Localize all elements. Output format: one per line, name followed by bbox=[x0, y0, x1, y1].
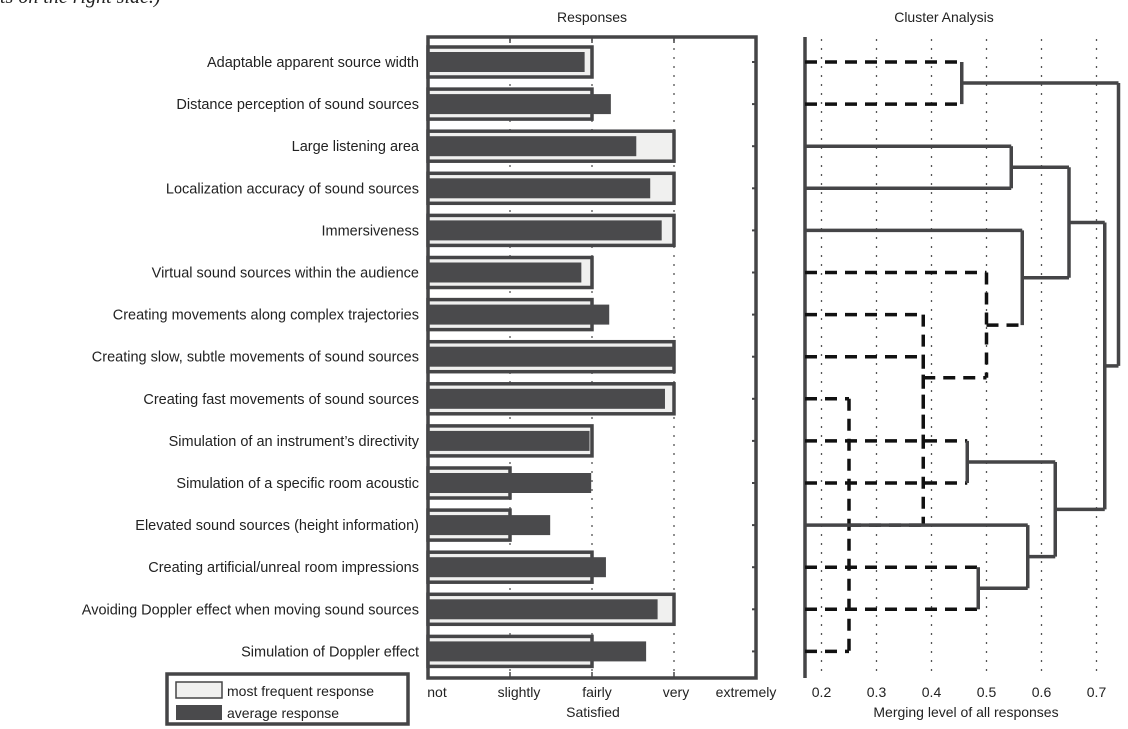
average-response-bar bbox=[428, 94, 611, 115]
average-response-bar bbox=[428, 304, 610, 325]
average-response-bar bbox=[428, 52, 585, 72]
average-response-bar bbox=[428, 515, 551, 536]
cluster-x-tick-label: 0.5 bbox=[977, 684, 997, 700]
category-label: Simulation of a specific room acoustic bbox=[176, 476, 419, 492]
category-label: Immersiveness bbox=[322, 223, 420, 239]
cluster-x-tick-label: 0.4 bbox=[922, 684, 942, 700]
top-text-fragment: ts on the right side.) bbox=[0, 0, 161, 9]
responses-x-tick-label: slightly bbox=[498, 684, 541, 700]
category-label: Creating slow, subtle movements of sound… bbox=[92, 350, 419, 366]
category-label: Virtual sound sources within the audienc… bbox=[152, 266, 419, 282]
cluster-analysis-chart: Cluster Analysis 0.2 0.3 0.4 0.5 0.6 0.7 Mergin… bbox=[803, 9, 1121, 720]
cluster-x-tick-label: 0.6 bbox=[1032, 684, 1052, 700]
average-response-bar bbox=[428, 557, 606, 578]
category-label: Simulation of an instrument’s directivit… bbox=[169, 434, 420, 450]
responses-chart: Responses Adaptable apparent source width… bbox=[82, 9, 777, 720]
cluster-x-tick-label: 0.3 bbox=[867, 684, 887, 700]
category-label: Distance perception of sound sources bbox=[176, 97, 419, 113]
responses-x-axis-label: Satisfied bbox=[566, 704, 620, 720]
cluster-x-tick-label: 0.7 bbox=[1087, 684, 1107, 700]
average-response-bar bbox=[428, 346, 674, 367]
legend-label-most-frequent: most frequent response bbox=[227, 683, 374, 699]
cluster-x-axis-label: Merging level of all responses bbox=[873, 704, 1058, 720]
responses-x-tick-label: not bbox=[427, 684, 447, 700]
cluster-title: Cluster Analysis bbox=[894, 9, 994, 25]
category-label: Elevated sound sources (height informati… bbox=[135, 518, 419, 534]
category-label: Creating movements along complex traject… bbox=[113, 308, 419, 324]
category-label: Creating artificial/unreal room impressi… bbox=[148, 560, 419, 576]
legend-swatch-most-frequent bbox=[175, 681, 223, 699]
responses-x-tick-label: fairly bbox=[582, 684, 612, 700]
average-response-bar bbox=[428, 430, 590, 451]
responses-title: Responses bbox=[557, 9, 627, 25]
category-label: Large listening area bbox=[292, 139, 420, 155]
category-label: Avoiding Doppler effect when moving soun… bbox=[82, 602, 419, 618]
average-response-bar bbox=[428, 262, 582, 283]
responses-x-tick-label: very bbox=[663, 684, 689, 700]
category-label: Simulation of Doppler effect bbox=[241, 644, 419, 660]
cluster-x-tick-label: 0.2 bbox=[812, 684, 832, 700]
category-label: Creating fast movements of sound sources bbox=[143, 392, 419, 408]
legend-swatch-average bbox=[176, 705, 222, 720]
average-response-bar bbox=[428, 178, 651, 199]
legend: most frequent response average response bbox=[165, 672, 410, 726]
average-response-bar bbox=[428, 388, 665, 409]
legend-label-average: average response bbox=[227, 705, 339, 721]
average-response-bar bbox=[428, 220, 662, 241]
average-response-bar bbox=[428, 136, 637, 157]
average-response-bar bbox=[428, 641, 647, 662]
average-response-bar bbox=[428, 599, 658, 620]
average-response-bar bbox=[428, 473, 592, 493]
category-label: Localization accuracy of sound sources bbox=[166, 181, 419, 197]
category-label: Adaptable apparent source width bbox=[207, 55, 419, 71]
responses-x-tick-label: extremely bbox=[716, 684, 777, 700]
